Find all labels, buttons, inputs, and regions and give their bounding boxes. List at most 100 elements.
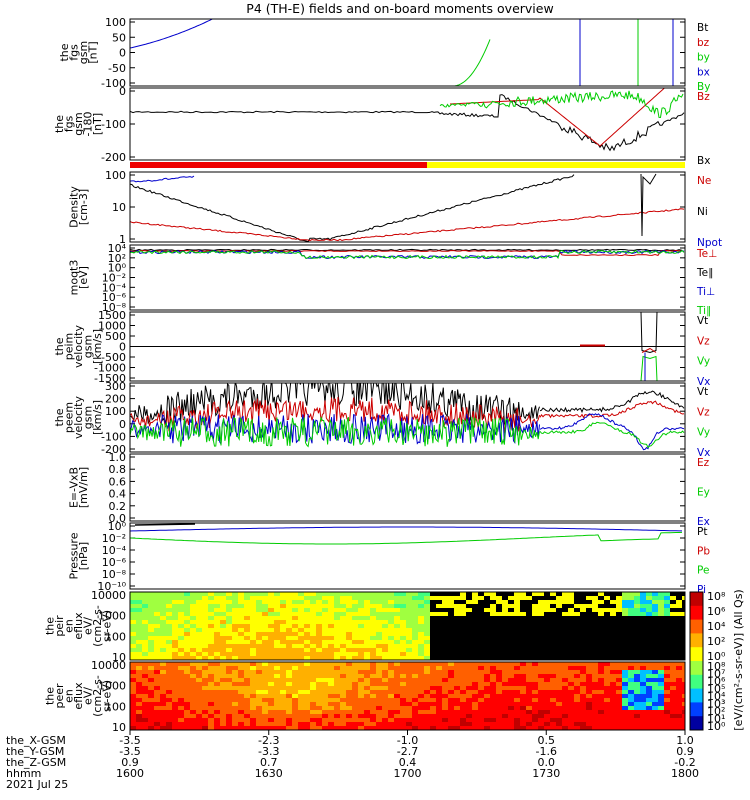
spectro-cell bbox=[580, 656, 586, 660]
spectro-cell bbox=[496, 608, 502, 612]
spectro-cell bbox=[634, 616, 640, 620]
spectro-cell bbox=[142, 702, 148, 706]
spectro-cell bbox=[136, 662, 142, 666]
spectro-cell bbox=[154, 722, 160, 726]
spectro-cell bbox=[418, 662, 424, 666]
spectro-cell bbox=[460, 624, 466, 628]
spectro-cell bbox=[538, 666, 544, 670]
spectro-cell bbox=[466, 726, 472, 730]
spectro-cell bbox=[280, 608, 286, 612]
spectro-cell bbox=[676, 682, 682, 686]
spectro-cell bbox=[262, 662, 268, 666]
ylabel-line: (cm2-s- bbox=[91, 605, 104, 647]
spectro-cell bbox=[214, 648, 220, 652]
spectro-cell bbox=[682, 636, 685, 640]
spectro-cell bbox=[388, 616, 394, 620]
spectro-cell bbox=[520, 644, 526, 648]
spectro-cell bbox=[310, 656, 316, 660]
spectro-cell bbox=[154, 698, 160, 702]
spectro-cell bbox=[382, 632, 388, 636]
spectro-cell bbox=[154, 608, 160, 612]
spectro-cell bbox=[400, 706, 406, 710]
spectro-cell bbox=[424, 710, 430, 714]
spectro-cell bbox=[334, 670, 340, 674]
spectro-cell bbox=[556, 640, 562, 644]
ytick-label: 10⁻² bbox=[102, 532, 126, 545]
spectro-cell bbox=[280, 600, 286, 604]
spectro-cell bbox=[238, 698, 244, 702]
spectro-cell bbox=[580, 640, 586, 644]
spectro-cell bbox=[472, 628, 478, 632]
spectro-cell bbox=[664, 652, 670, 656]
spectro-cell bbox=[340, 612, 346, 616]
spectro-cell bbox=[328, 644, 334, 648]
panel-1-frame bbox=[129, 18, 686, 87]
spectro-cell bbox=[574, 628, 580, 632]
colorbar-cell bbox=[690, 598, 703, 603]
spectro-cell bbox=[628, 722, 634, 726]
spectro-cell bbox=[670, 670, 676, 674]
spectro-cell bbox=[400, 616, 406, 620]
spectro-cell bbox=[238, 636, 244, 640]
spectro-cell bbox=[184, 670, 190, 674]
spectro-cell bbox=[394, 714, 400, 718]
spectro-cell bbox=[358, 596, 364, 600]
spectro-cell bbox=[370, 636, 376, 640]
spectro-cell bbox=[388, 662, 394, 666]
spectro-cell bbox=[208, 616, 214, 620]
spectro-cell bbox=[640, 710, 646, 714]
spectro-cell bbox=[334, 640, 340, 644]
spectro-cell bbox=[280, 644, 286, 648]
spectro-cell bbox=[586, 612, 592, 616]
spectro-cell bbox=[466, 702, 472, 706]
spectro-cell bbox=[244, 640, 250, 644]
spectro-cell bbox=[646, 682, 652, 686]
spectro-cell bbox=[184, 718, 190, 722]
spectro-cell bbox=[262, 624, 268, 628]
panel-6-ylabel: thepeemvelocitygsm[km/s] bbox=[53, 396, 104, 439]
spectro-cell bbox=[280, 636, 286, 640]
spectro-cell bbox=[634, 678, 640, 682]
spectro-cell bbox=[238, 690, 244, 694]
spectro-cell bbox=[454, 706, 460, 710]
colorbar-cell bbox=[690, 667, 703, 672]
spectro-cell bbox=[580, 604, 586, 608]
spectro-cell bbox=[298, 726, 304, 730]
spectro-cell bbox=[178, 670, 184, 674]
colorbar-cell bbox=[690, 702, 703, 707]
spectro-cell bbox=[604, 628, 610, 632]
spectro-cell bbox=[298, 648, 304, 652]
spectro-cell bbox=[190, 710, 196, 714]
ytick-label: 100 bbox=[105, 169, 126, 182]
spectro-cell bbox=[214, 682, 220, 686]
spectro-cell bbox=[298, 694, 304, 698]
spectro-cell bbox=[178, 648, 184, 652]
spectro-cell bbox=[592, 648, 598, 652]
spectro-cell bbox=[208, 592, 214, 596]
spectro-cell bbox=[244, 714, 250, 718]
spectro-cell bbox=[340, 678, 346, 682]
spectro-cell bbox=[412, 678, 418, 682]
spectro-cell bbox=[286, 620, 292, 624]
spectro-cell bbox=[184, 690, 190, 694]
colorbar-cell bbox=[690, 678, 703, 683]
spectro-cell bbox=[376, 612, 382, 616]
spectro-cell bbox=[292, 648, 298, 652]
spectro-cell bbox=[196, 616, 202, 620]
spectro-cell bbox=[544, 624, 550, 628]
spectro-cell bbox=[442, 632, 448, 636]
spectro-cell bbox=[556, 698, 562, 702]
spectro-cell bbox=[262, 690, 268, 694]
spectro-cell bbox=[592, 632, 598, 636]
spectro-cell bbox=[190, 706, 196, 710]
spectro-cell bbox=[418, 690, 424, 694]
spectro-cell bbox=[154, 702, 160, 706]
spectro-cell bbox=[472, 652, 478, 656]
spectro-cell bbox=[442, 718, 448, 722]
spectro-cell bbox=[250, 636, 256, 640]
spectro-cell bbox=[190, 600, 196, 604]
spectro-cell bbox=[496, 632, 502, 636]
spectro-cell bbox=[430, 600, 436, 604]
spectro-cell bbox=[304, 596, 310, 600]
